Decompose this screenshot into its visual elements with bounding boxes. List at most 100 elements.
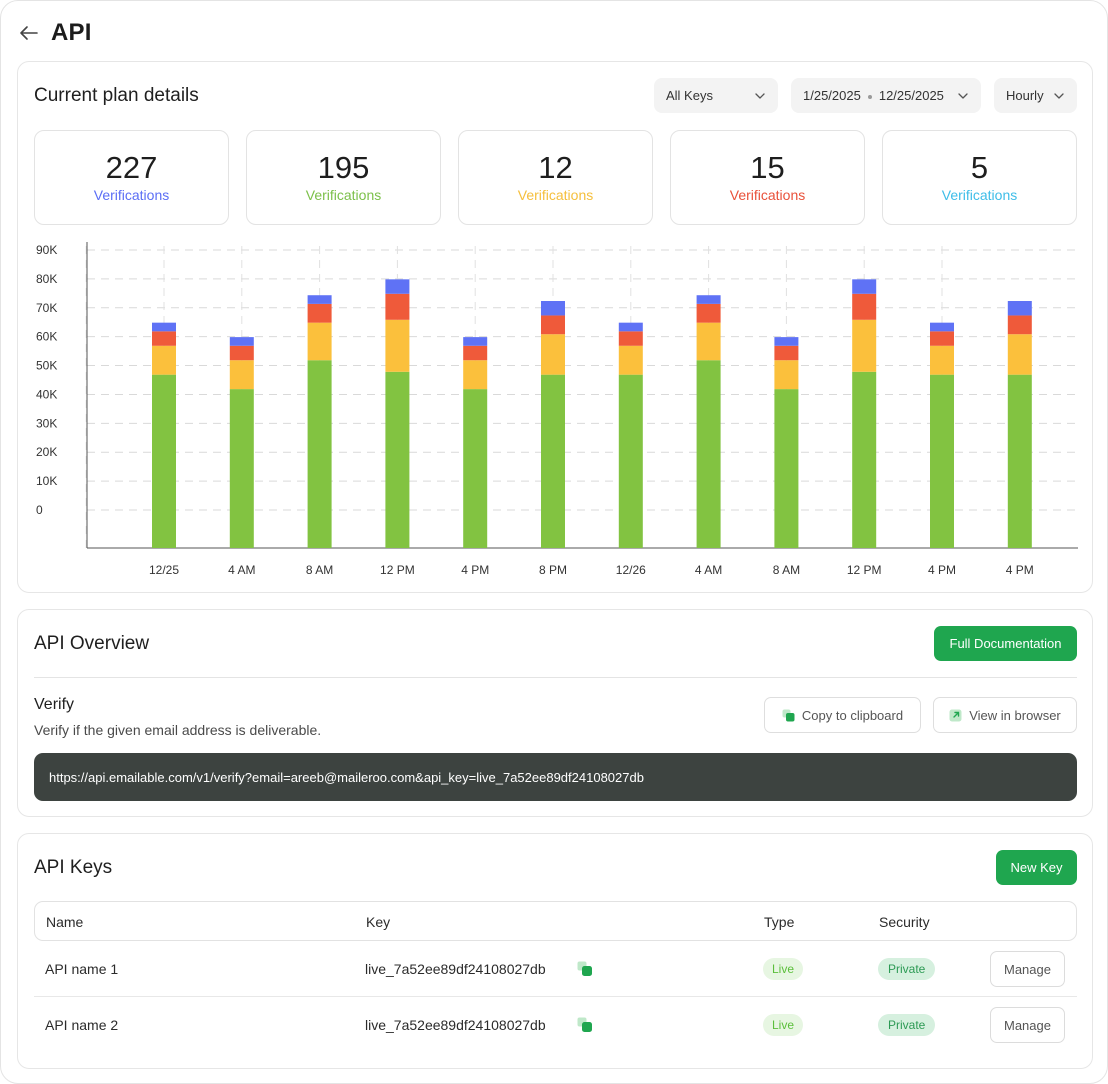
bar-segment (541, 315, 565, 335)
key-value: live_7a52ee89df24108027db (365, 1017, 546, 1033)
full-documentation-button[interactable]: Full Documentation (934, 626, 1077, 661)
bar-segment (774, 389, 799, 548)
table-header: Name Key Type Security (34, 901, 1077, 941)
divider (34, 677, 1077, 678)
back-arrow-icon[interactable] (17, 21, 41, 45)
plan-details-title: Current plan details (34, 85, 199, 106)
frequency-dropdown[interactable]: Hourly (994, 78, 1077, 113)
y-tick-label: 30K (36, 416, 57, 430)
header-name: Name (46, 914, 84, 930)
bar-segment (774, 360, 799, 390)
type-badge: Live (763, 958, 804, 980)
stat-value: 5 (970, 150, 989, 185)
header-type: Type (764, 914, 795, 930)
y-tick-label: 70K (36, 301, 57, 315)
keys-filter-value: All Keys (666, 88, 713, 103)
date-from: 1/25/2025 (803, 88, 861, 103)
page-title: API (51, 19, 92, 46)
bar-segment (618, 374, 643, 548)
frequency-value: Hourly (1006, 88, 1044, 103)
bar-segment (852, 279, 877, 294)
date-range-value: 1/25/2025 12/25/2025 (803, 88, 944, 103)
bar-segment (385, 371, 410, 548)
x-tick-label: 8 AM (306, 563, 333, 577)
bar-segment (152, 322, 176, 332)
header-key: Key (366, 914, 391, 930)
x-tick-label: 12 PM (847, 563, 882, 577)
x-tick-label: 4 PM (928, 563, 956, 577)
bar-segment (930, 374, 954, 548)
bar-segment (229, 389, 254, 548)
y-tick-label: 0 (36, 503, 43, 517)
y-tick-label: 90K (36, 243, 57, 257)
bar-segment (152, 331, 176, 346)
endpoint-title: Verify (34, 696, 75, 713)
bar-segment (618, 331, 643, 346)
chevron-down-icon (958, 92, 968, 99)
bar-segment (930, 345, 954, 375)
x-tick-label: 12/25 (149, 563, 179, 577)
copy-icon[interactable] (577, 961, 593, 977)
page-header: API (17, 17, 92, 49)
bar-segment (852, 293, 877, 320)
table-row: API name 2 live_7a52ee89df24108027db Liv… (34, 997, 1077, 1053)
key-name: API name 1 (45, 961, 119, 977)
chevron-down-icon (755, 92, 765, 99)
x-tick-label: 12/26 (616, 563, 646, 577)
endpoint-description: Verify if the given email address is del… (34, 722, 322, 738)
stat-label: Verifications (93, 187, 170, 203)
copy-to-clipboard-button[interactable]: Copy to clipboard (764, 697, 921, 733)
verifications-bar-chart: 0 10K 20K 30K 40K 50K 60K 70K 80K 90K 12/25 4 AM 8 A… (36, 242, 1078, 577)
stat-card-valid: 195 Verifications (246, 130, 441, 225)
y-tick-label: 40K (36, 387, 57, 401)
new-key-button[interactable]: New Key (996, 850, 1077, 885)
bar-segment (852, 371, 877, 548)
key-value: live_7a52ee89df24108027db (365, 961, 546, 977)
bar-segment (229, 345, 254, 361)
x-tick-label: 4 PM (1006, 563, 1034, 577)
manage-button[interactable]: Manage (990, 1007, 1065, 1043)
stat-value: 195 (317, 150, 370, 185)
bar-segment (385, 279, 410, 294)
view-in-browser-button[interactable]: View in browser (933, 697, 1077, 733)
bar-segment (307, 322, 332, 361)
keys-filter-dropdown[interactable]: All Keys (654, 78, 778, 113)
manage-button[interactable]: Manage (990, 951, 1065, 987)
external-link-icon (949, 709, 962, 721)
bar-segment (930, 331, 954, 346)
bar-segment (618, 345, 643, 375)
bar-segment (1007, 315, 1032, 335)
stat-label: Verifications (305, 187, 382, 203)
date-range-dropdown[interactable]: 1/25/2025 12/25/2025 (791, 78, 981, 113)
bar-segment (696, 303, 721, 323)
bar-segment (696, 295, 721, 304)
header-security: Security (879, 914, 930, 930)
bar-segment (307, 360, 332, 548)
api-keys-title: API Keys (34, 857, 113, 878)
x-tick-label: 8 AM (773, 563, 800, 577)
y-tick-label: 60K (36, 330, 57, 344)
bar-segment (696, 322, 721, 361)
y-tick-label: 50K (36, 359, 57, 373)
stat-value: 12 (538, 150, 573, 185)
copy-icon (782, 709, 795, 721)
bar-segment (463, 337, 488, 346)
copy-icon[interactable] (577, 1017, 593, 1033)
x-tick-label: 12 PM (380, 563, 415, 577)
bar-segment (307, 295, 332, 304)
endpoint-url: https://api.emailable.com/v1/verify?emai… (49, 769, 644, 785)
y-tick-label: 10K (36, 474, 57, 488)
bar-segment (152, 345, 176, 375)
bar-segment (852, 319, 877, 372)
bar-segment (541, 374, 565, 548)
stat-card-risky: 12 Verifications (458, 130, 653, 225)
stat-label: Verifications (517, 187, 594, 203)
stat-card-unknown: 5 Verifications (882, 130, 1077, 225)
stat-value: 227 (105, 150, 158, 185)
bar-segment (463, 360, 488, 390)
x-tick-label: 4 AM (695, 563, 722, 577)
bar-segment (463, 389, 488, 548)
y-tick-label: 80K (36, 272, 57, 286)
date-separator-dot (867, 94, 872, 99)
